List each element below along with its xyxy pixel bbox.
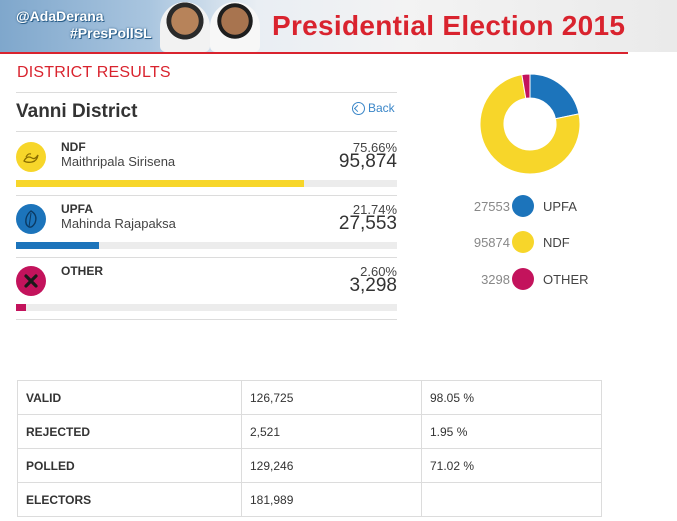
- legend-label: NDF: [543, 235, 570, 250]
- divider: [16, 195, 397, 196]
- row-label: POLLED: [17, 448, 242, 483]
- banner-divider: [0, 52, 628, 54]
- candidate-name: Maithripala Sirisena: [61, 154, 176, 169]
- legend-value: 95874: [473, 235, 510, 250]
- district-title: Vanni District: [16, 101, 138, 122]
- hashtag: #PresPollSL: [70, 25, 152, 41]
- betel-leaf-symbol-icon: [16, 204, 46, 234]
- party-row-ndf: NDF Maithripala Sirisena 75.66% 95,874: [16, 136, 397, 196]
- row-count: 2,521: [241, 414, 422, 449]
- row-percent: 98.05 %: [421, 380, 602, 415]
- vote-share-donut-chart: [479, 73, 581, 175]
- party-code: UPFA: [61, 202, 94, 216]
- legend-label: UPFA: [543, 199, 577, 214]
- legend-item-other: 3298 OTHER: [440, 268, 660, 292]
- election-banner: @AdaDerana #PresPollSL Presidential Elec…: [0, 0, 677, 52]
- row-count: 129,246: [241, 448, 422, 483]
- row-label: ELECTORS: [17, 482, 242, 517]
- divider: [16, 131, 397, 132]
- legend-swatch: [512, 231, 534, 253]
- table-row: POLLED 129,246 71.02 %: [17, 448, 602, 483]
- banner-headline: Presidential Election 2015: [272, 10, 626, 41]
- vote-share-fill: [16, 242, 99, 249]
- legend-item-ndf: 95874 NDF: [440, 231, 660, 255]
- vote-share-bar: [16, 242, 397, 249]
- row-percent: 71.02 %: [421, 448, 602, 483]
- legend-value: 3298: [481, 272, 510, 287]
- back-arrow-icon: [352, 101, 365, 115]
- legend-swatch: [512, 268, 534, 290]
- row-label: VALID: [17, 380, 242, 415]
- row-label: REJECTED: [17, 414, 242, 449]
- legend-item-upfa: 27553 UPFA: [440, 195, 660, 219]
- row-percent: [421, 482, 602, 517]
- cross-symbol-icon: [16, 266, 46, 296]
- vote-share-fill: [16, 180, 305, 187]
- table-row: ELECTORS 181,989: [17, 482, 602, 517]
- back-button[interactable]: Back: [352, 101, 395, 115]
- party-code: OTHER: [61, 264, 103, 278]
- party-code: NDF: [61, 140, 86, 154]
- divider: [16, 257, 397, 258]
- twitter-handle: @AdaDerana: [16, 8, 104, 24]
- row-percent: 1.95 %: [421, 414, 602, 449]
- party-row-other: OTHER 2.60% 3,298: [16, 260, 397, 320]
- candidate-portrait-image: [160, 2, 210, 52]
- legend-label: OTHER: [543, 272, 589, 287]
- candidate-portraits: [158, 0, 268, 52]
- candidate-name: Mahinda Rajapaksa: [61, 216, 176, 231]
- vote-count: 95,874: [338, 151, 397, 172]
- party-row-upfa: UPFA Mahinda Rajapaksa 21.74% 27,553: [16, 198, 397, 258]
- back-label: Back: [368, 101, 395, 115]
- table-row: VALID 126,725 98.05 %: [17, 380, 602, 415]
- candidate-portrait-image: [210, 2, 260, 52]
- vote-share-fill: [16, 304, 26, 311]
- vote-percent: 75.66%: [352, 140, 397, 155]
- section-title: DISTRICT RESULTS: [17, 64, 171, 81]
- divider: [16, 92, 397, 93]
- turnout-summary-table: VALID 126,725 98.05 % REJECTED 2,521 1.9…: [17, 380, 602, 517]
- legend-swatch: [512, 195, 534, 217]
- vote-count: 27,553: [338, 213, 397, 234]
- swan-symbol-icon: [16, 142, 46, 172]
- divider: [16, 319, 397, 320]
- vote-share-bar: [16, 304, 397, 311]
- vote-share-bar: [16, 180, 397, 187]
- vote-count: 3,298: [349, 275, 397, 296]
- vote-percent: 21.74%: [352, 202, 397, 217]
- donut-slice-ndf: [479, 74, 581, 175]
- row-count: 126,725: [241, 380, 422, 415]
- legend-value: 27553: [473, 199, 510, 214]
- table-row: REJECTED 2,521 1.95 %: [17, 414, 602, 449]
- row-count: 181,989: [241, 482, 422, 517]
- donut-slice-upfa: [529, 73, 580, 120]
- donut-slice-other: [521, 73, 531, 99]
- vote-percent: 2.60%: [360, 264, 397, 279]
